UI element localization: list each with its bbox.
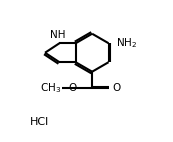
- Text: HCl: HCl: [30, 117, 49, 127]
- Text: NH: NH: [50, 30, 66, 40]
- Text: NH$_2$: NH$_2$: [116, 36, 137, 50]
- Text: O: O: [69, 83, 77, 93]
- Text: CH$_3$: CH$_3$: [40, 81, 61, 95]
- Text: O: O: [112, 83, 120, 93]
